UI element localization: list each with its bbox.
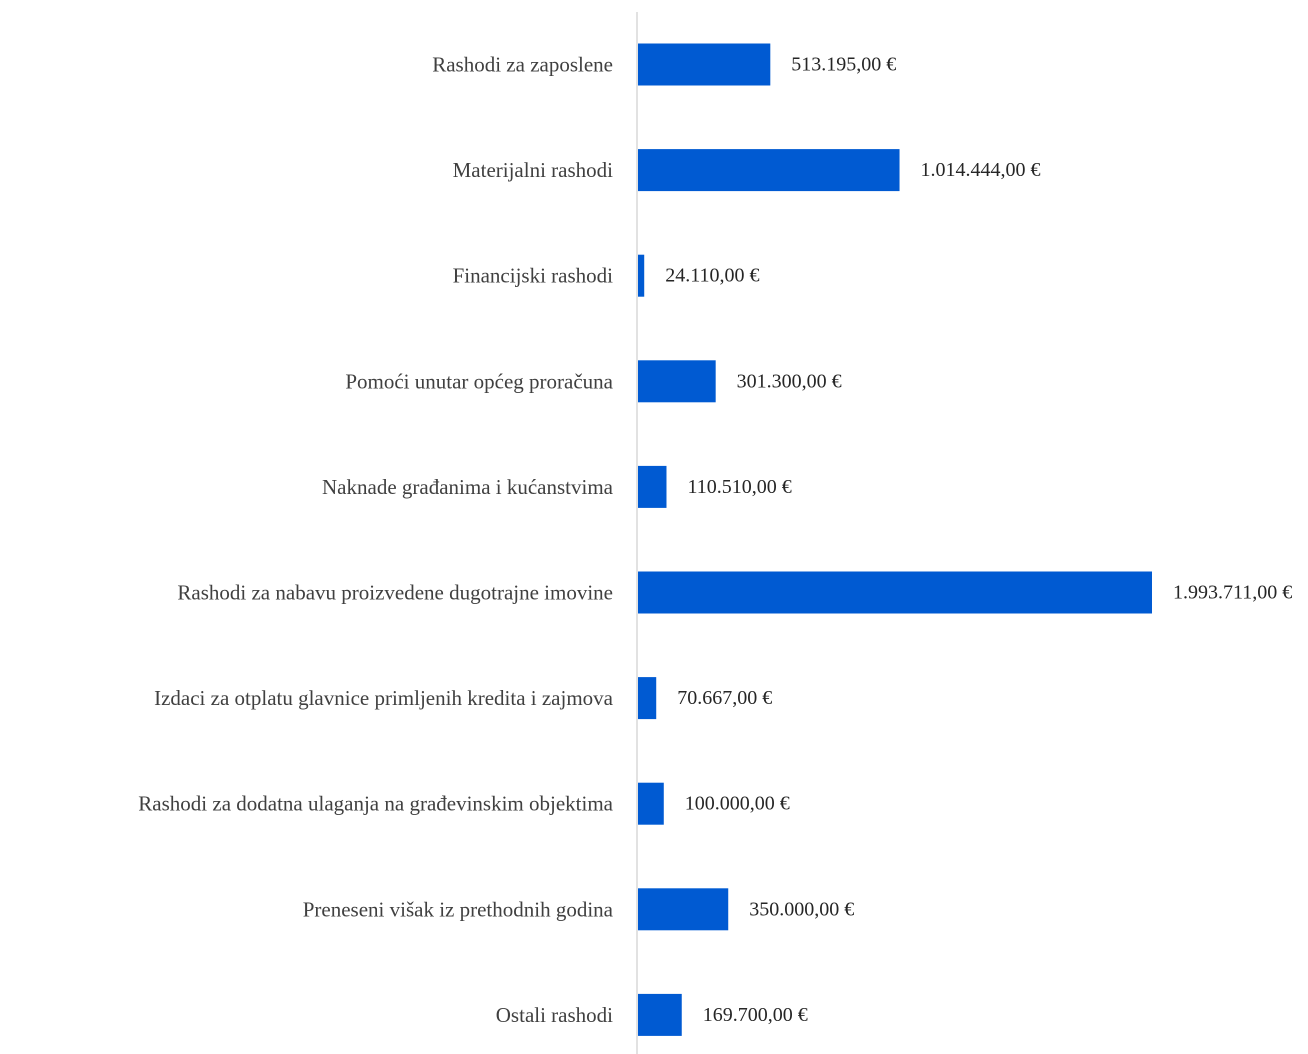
bars-group [638, 43, 1152, 1036]
value-label: 24.110,00 € [665, 265, 759, 287]
category-labels-group: Rashodi za zaposlene Materijalni rashodi F… [138, 53, 613, 1027]
category-label: Rashodi za nabavu proizvedene dugotrajne… [177, 581, 613, 605]
bar [638, 43, 771, 86]
category-label: Naknade građanima i kućanstvima [322, 475, 614, 499]
value-label: 350.000,00 € [749, 898, 854, 920]
bar [638, 888, 729, 931]
bar [638, 677, 657, 720]
category-label: Izdaci za otplatu glavnice primljenih kr… [154, 686, 614, 710]
category-label: Rashodi za zaposlene [432, 53, 613, 77]
category-label: Pomoći unutar općeg proračuna [345, 369, 613, 393]
bar [638, 782, 664, 825]
value-label: 70.667,00 € [677, 687, 772, 709]
value-label: 1.993.711,00 € [1173, 582, 1292, 604]
bar [638, 993, 682, 1036]
category-label: Ostali rashodi [496, 1003, 613, 1027]
value-label: 169.700,00 € [703, 1004, 808, 1026]
category-label: Materijalni rashodi [453, 158, 614, 182]
value-labels-group: 513.195,00 € 1.014.444,00 € 24.110,00 € 301… [665, 54, 1292, 1026]
bar [638, 571, 1152, 614]
value-label: 110.510,00 € [687, 476, 791, 498]
bar [638, 254, 645, 297]
category-label: Preneseni višak iz prethodnih godina [303, 897, 614, 921]
value-label: 301.300,00 € [737, 370, 842, 392]
bar [638, 149, 900, 192]
category-label: Financijski rashodi [453, 264, 614, 288]
value-label: 1.014.444,00 € [921, 159, 1041, 181]
value-label: 100.000,00 € [685, 793, 790, 815]
bar [638, 465, 667, 508]
category-label: Rashodi za dodatna ulaganja na građevins… [138, 792, 613, 816]
value-label: 513.195,00 € [791, 54, 896, 76]
bar [638, 360, 716, 403]
